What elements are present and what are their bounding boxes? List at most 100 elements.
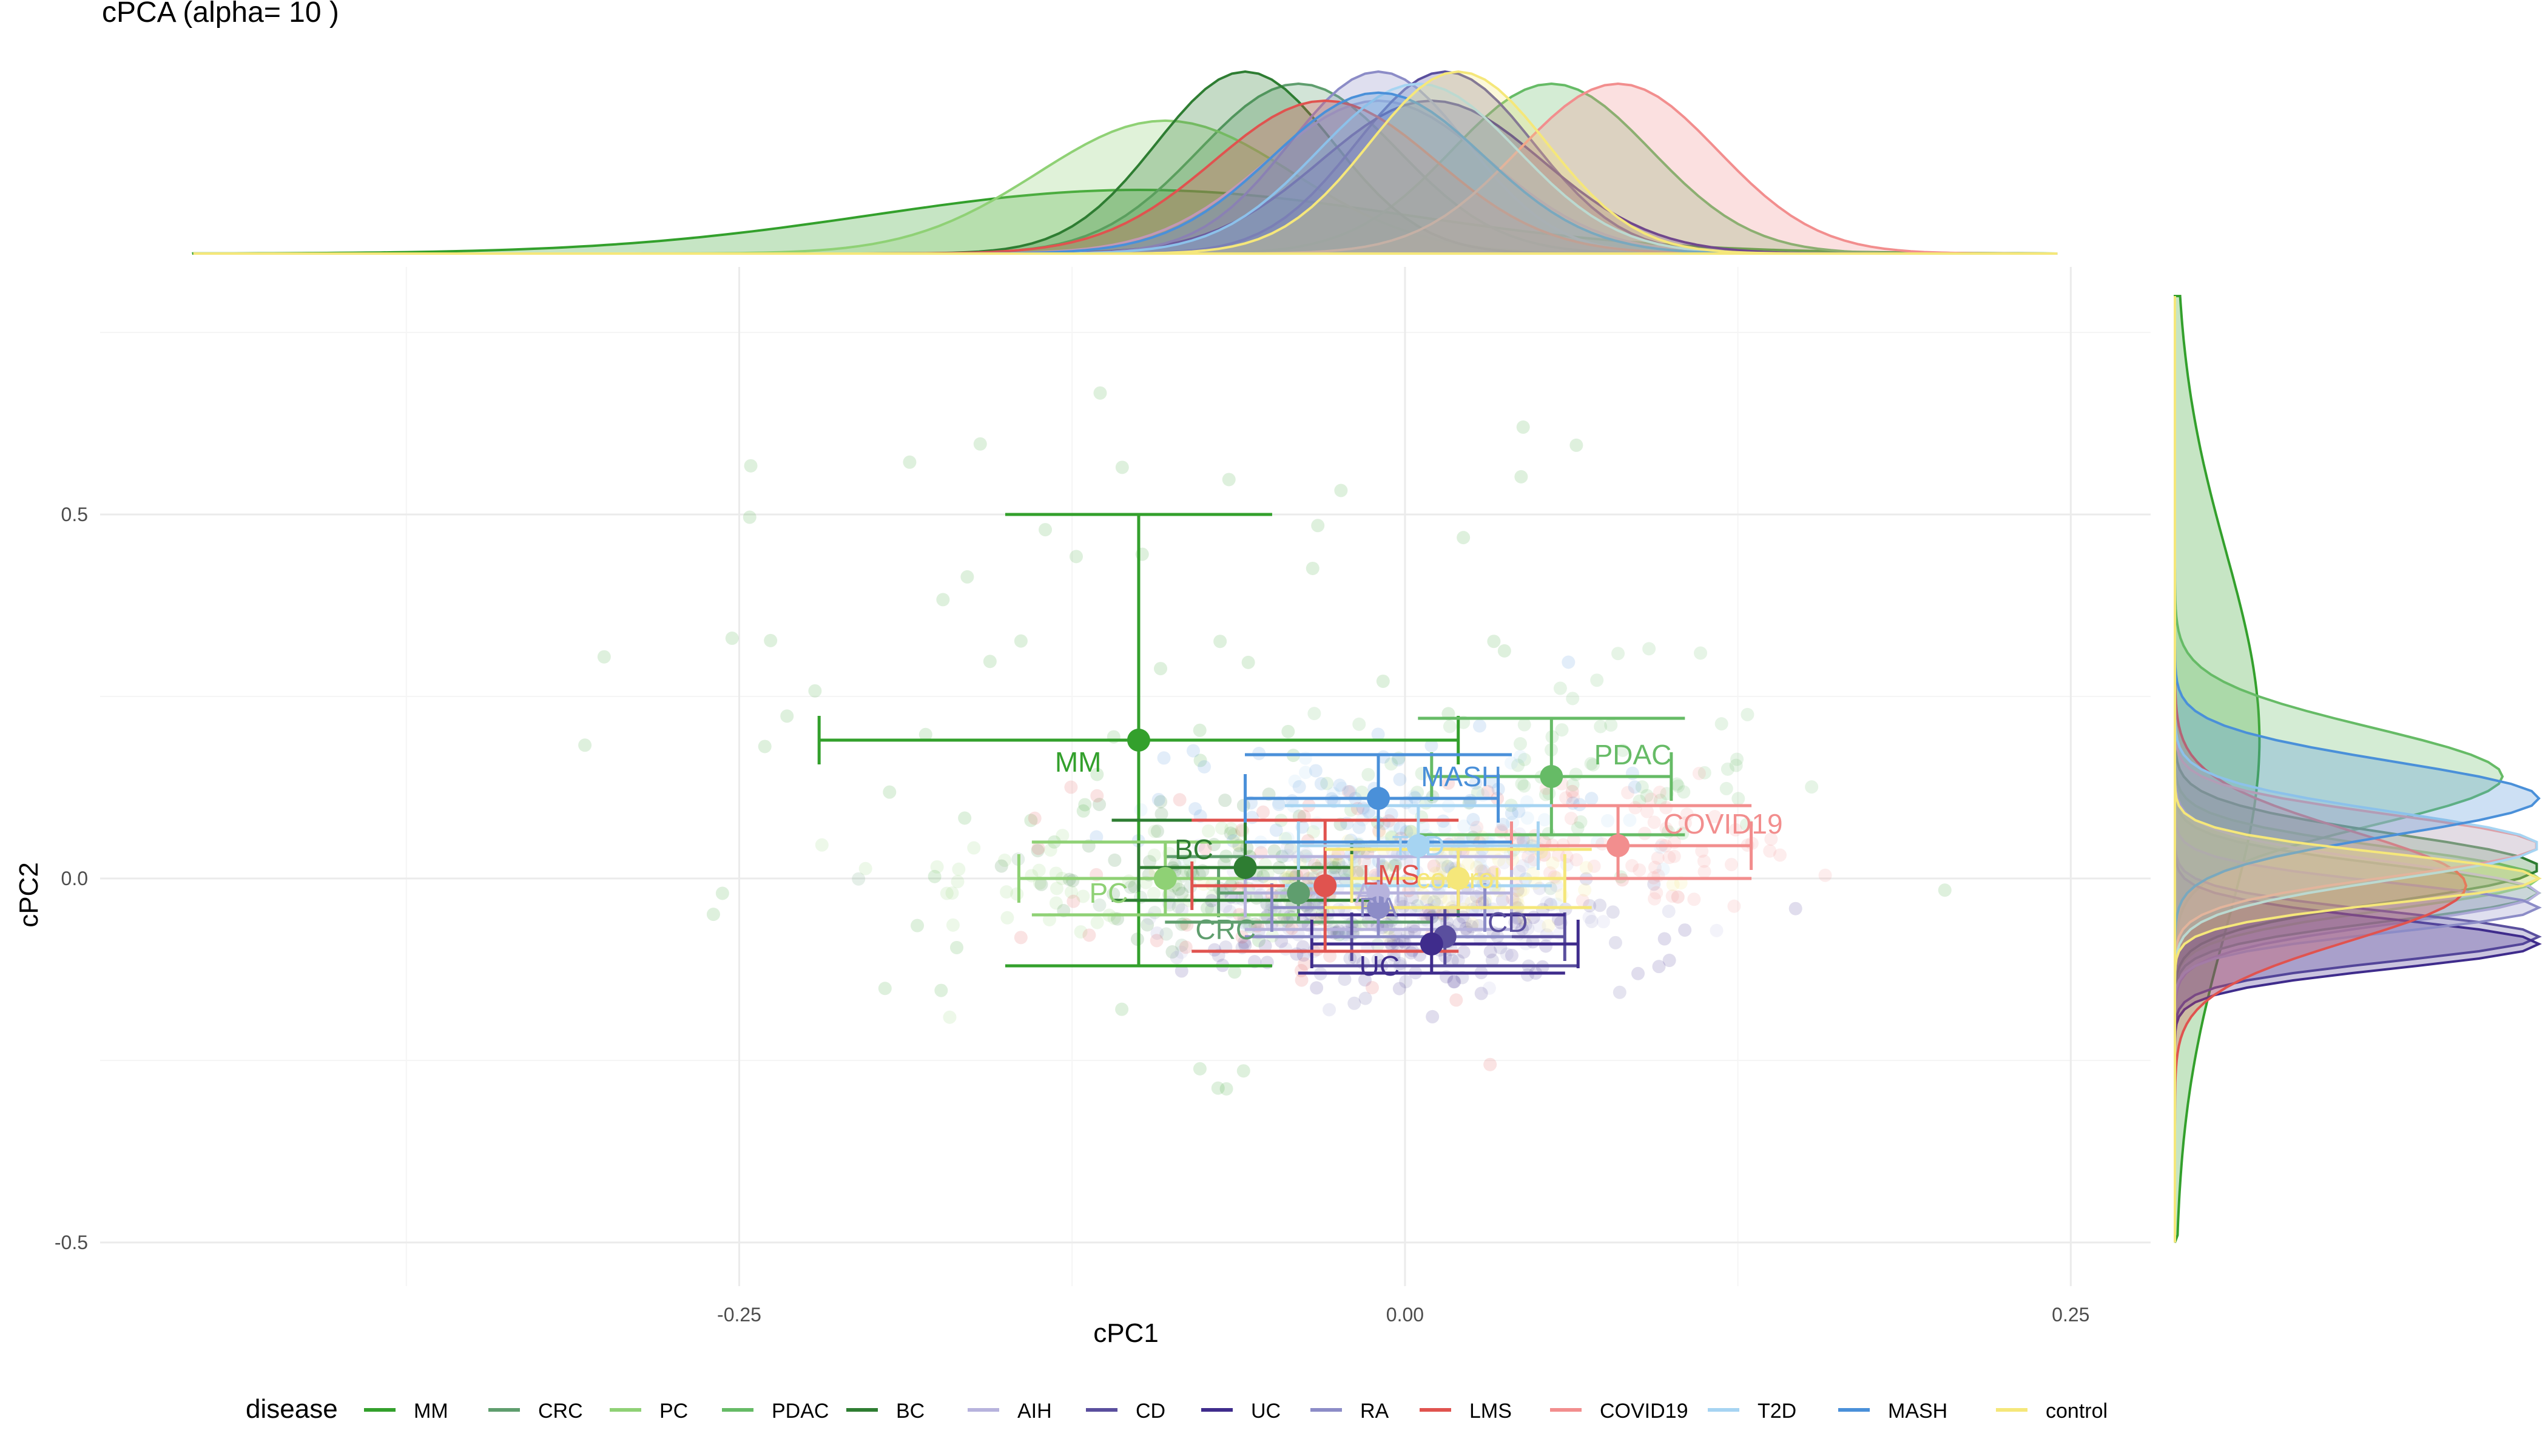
density-curve: [2174, 295, 2261, 1243]
data-point: [1280, 840, 1294, 854]
data-point: [1225, 877, 1239, 891]
data-point: [1288, 774, 1302, 788]
data-point: [1730, 752, 1744, 766]
data-point: [1173, 793, 1187, 807]
data-point: [1731, 792, 1745, 806]
data-point: [743, 510, 757, 524]
data-point: [1481, 784, 1495, 798]
data-point: [1039, 523, 1053, 537]
data-point: [1485, 866, 1499, 880]
data-point: [1635, 780, 1649, 794]
data-point: [1385, 830, 1399, 844]
data-point: [1648, 892, 1662, 906]
data-point: [725, 632, 739, 645]
data-point: [1148, 824, 1162, 838]
data-point: [1466, 812, 1480, 826]
data-point: [1090, 830, 1104, 844]
data-point: [1219, 899, 1233, 913]
data-point: [1201, 824, 1215, 838]
data-point: [1389, 858, 1403, 872]
data-point: [1240, 841, 1254, 855]
data-point: [1565, 784, 1579, 798]
data-point: [1350, 865, 1364, 879]
data-point: [1343, 785, 1357, 799]
data-point: [1056, 829, 1070, 843]
group-label: UC: [1360, 950, 1400, 982]
data-point: [1256, 805, 1270, 819]
data-point: [1510, 892, 1524, 906]
group-label: T2D: [1392, 830, 1444, 861]
data-point: [1584, 757, 1598, 770]
data-point: [1335, 781, 1349, 795]
data-point: [1476, 863, 1490, 877]
centroid-point: [1446, 867, 1470, 890]
data-point: [1469, 776, 1483, 790]
data-point: [1662, 954, 1676, 968]
axes: -0.25 0.00 0.25 -0.5 0.0 0.5: [55, 504, 2090, 1326]
data-point: [1671, 890, 1685, 904]
data-point: [1608, 935, 1622, 949]
data-point: [1587, 859, 1601, 873]
data-point: [1628, 780, 1642, 794]
data-point: [764, 633, 778, 647]
data-point: [1471, 786, 1485, 800]
data-point: [1585, 914, 1599, 928]
data-point: [1188, 802, 1202, 816]
data-point: [1553, 681, 1567, 695]
data-point: [918, 727, 932, 741]
data-point: [940, 886, 954, 900]
data-point: [1090, 767, 1104, 781]
data-point: [1014, 931, 1028, 945]
data-point: [1310, 943, 1324, 957]
legend-label: LMS: [1469, 1400, 1512, 1423]
density-curve: [2174, 296, 2542, 1242]
data-point: [1338, 873, 1352, 887]
data-point: [1678, 816, 1692, 830]
data-point: [1647, 815, 1661, 829]
data-point: [1326, 786, 1340, 800]
data-point: [1451, 954, 1465, 968]
legend-label: CRC: [538, 1400, 583, 1423]
data-point: [1721, 762, 1734, 776]
data-point: [1034, 877, 1048, 891]
data-point: [1656, 862, 1670, 876]
group-label: PC: [1089, 877, 1128, 909]
data-point: [1093, 898, 1107, 912]
data-point: [1708, 810, 1722, 824]
data-point: [1497, 855, 1511, 869]
data-point: [1347, 996, 1361, 1010]
data-point: [1436, 861, 1450, 875]
data-point: [1323, 1003, 1336, 1017]
data-point: [1537, 813, 1551, 827]
data-point: [1193, 753, 1207, 767]
centroid-point: [1367, 787, 1390, 810]
data-point: [1154, 807, 1168, 821]
data-point: [1387, 952, 1401, 966]
data-point: [1517, 752, 1531, 766]
data-point: [1219, 1082, 1233, 1096]
data-point: [1486, 902, 1500, 916]
y-tick-label: 0.0: [61, 868, 88, 889]
data-point: [1566, 778, 1580, 792]
centroid-point: [1153, 867, 1177, 890]
data-point: [1404, 946, 1418, 960]
data-point: [1314, 777, 1328, 790]
data-point: [930, 860, 944, 874]
data-point: [973, 437, 987, 451]
data-point: [1361, 767, 1375, 781]
data-point: [858, 861, 872, 875]
top-marginal-density: [192, 70, 2058, 255]
data-point: [1662, 905, 1676, 918]
data-point: [578, 738, 592, 752]
data-point: [883, 785, 897, 799]
data-point: [928, 869, 942, 883]
data-point: [1154, 795, 1168, 809]
density-curve: [193, 70, 2058, 255]
data-point: [1165, 945, 1179, 959]
data-point: [1341, 784, 1355, 798]
data-point: [1222, 473, 1236, 487]
data-point: [1514, 884, 1528, 898]
data-point: [1466, 844, 1480, 858]
data-point: [808, 684, 822, 698]
data-point: [1653, 794, 1667, 807]
